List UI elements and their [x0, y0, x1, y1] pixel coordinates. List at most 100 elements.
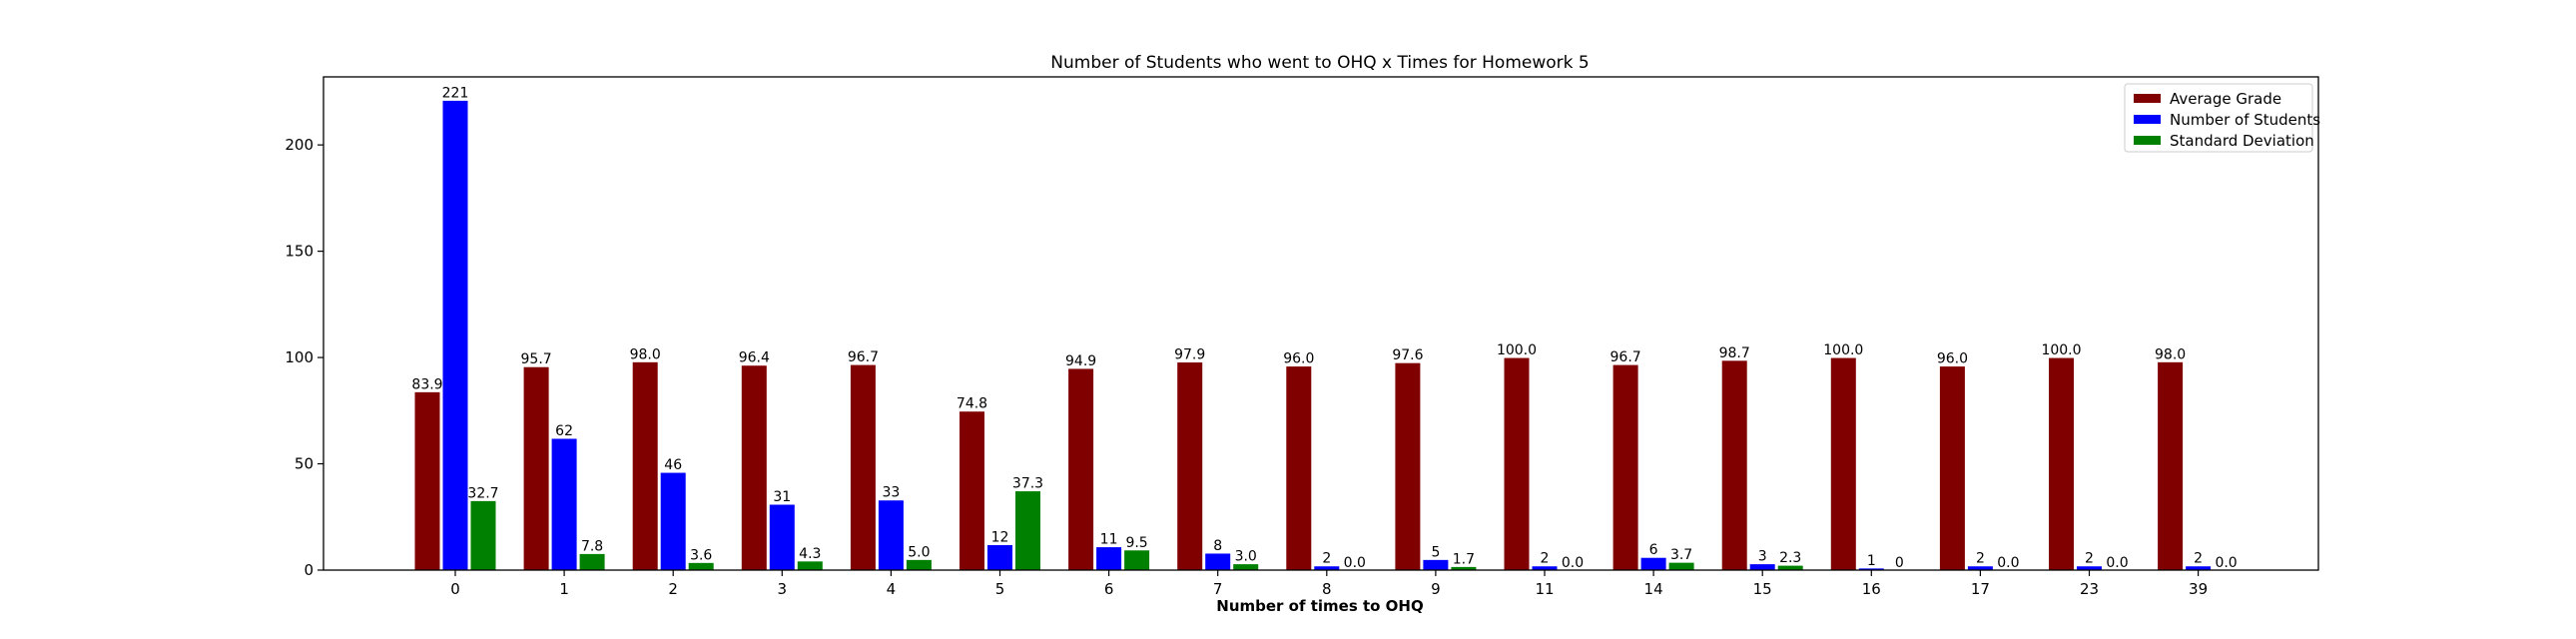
- x-tick-label: 6: [1104, 580, 1114, 598]
- bar-number-of-students: [877, 499, 905, 571]
- x-tick-label: 39: [2189, 580, 2208, 598]
- x-tick-label: 9: [1431, 580, 1441, 598]
- y-tick-label: 0: [304, 561, 314, 579]
- bar-number-of-students: [1204, 552, 1232, 571]
- bar-value-label: 1.7: [1453, 551, 1475, 567]
- bar-average-grade: [1176, 361, 1204, 571]
- bar-value-label: 5: [1431, 544, 1440, 560]
- x-axis-label: Number of times to OHQ: [1216, 597, 1423, 615]
- legend-box: [2124, 83, 2313, 153]
- bar-value-label: 3.7: [1670, 547, 1692, 563]
- bar-value-label: 0: [1895, 555, 1904, 571]
- bar-number-of-students: [768, 503, 796, 571]
- bar-value-label: 37.3: [1012, 476, 1043, 492]
- bar-value-label: 31: [773, 489, 791, 505]
- bar-average-grade: [959, 410, 985, 571]
- bar-number-of-students: [550, 437, 578, 571]
- bar-value-label: 96.7: [1610, 349, 1641, 365]
- bar-standard-deviation: [1123, 549, 1151, 571]
- bar-value-label: 5.0: [908, 544, 930, 560]
- bar-value-label: 3: [1758, 549, 1767, 565]
- bar-number-of-students: [659, 471, 687, 571]
- legend-entry: Standard Deviation: [2170, 132, 2314, 150]
- x-tick-label: 7: [1213, 580, 1223, 598]
- bar-average-grade: [1067, 367, 1095, 571]
- y-tick-label: 150: [285, 243, 314, 261]
- bar-value-label: 83.9: [411, 376, 442, 392]
- x-tick-label: 3: [778, 580, 788, 598]
- bar-value-label: 0.0: [1562, 555, 1584, 571]
- bar-standard-deviation: [687, 561, 715, 571]
- bar-average-grade: [2048, 356, 2075, 571]
- bar-average-grade: [1394, 361, 1422, 571]
- bar-standard-deviation: [469, 499, 497, 571]
- bar-average-grade: [631, 360, 659, 571]
- bar-value-label: 33: [882, 485, 900, 501]
- bar-value-label: 2: [1322, 551, 1331, 567]
- bar-value-label: 62: [555, 423, 573, 439]
- plot-frame: [322, 76, 2319, 571]
- bar-standard-deviation: [1014, 490, 1041, 571]
- bar-value-label: 3.0: [1235, 549, 1257, 565]
- bar-value-label: 2: [2194, 551, 2203, 567]
- bar-average-grade: [2157, 360, 2185, 571]
- bar-number-of-students: [986, 543, 1013, 571]
- x-tick-label: 17: [1971, 580, 1990, 598]
- bar-value-label: 1: [1867, 553, 1876, 569]
- legend-entry: Average Grade: [2170, 90, 2281, 108]
- bar-value-label: 97.9: [1174, 347, 1205, 363]
- bar-value-label: 96.4: [739, 350, 770, 366]
- x-tick-label: 11: [1535, 580, 1554, 598]
- bar-standard-deviation: [796, 560, 824, 571]
- bar-value-label: 97.6: [1392, 347, 1423, 363]
- legend-swatch: [2134, 94, 2161, 103]
- bar-value-label: 4.3: [799, 546, 821, 562]
- x-tick-label: 2: [668, 580, 678, 598]
- y-axis: 0 50 100 150 200: [285, 136, 323, 579]
- legend-swatch: [2134, 136, 2161, 145]
- x-tick-label: 1: [559, 580, 569, 598]
- bar-value-label: 98.0: [630, 346, 661, 362]
- y-tick-label: 200: [285, 136, 314, 154]
- bar-average-grade: [849, 363, 877, 571]
- bar-number-of-students: [441, 99, 469, 571]
- x-tick-label: 5: [995, 580, 1005, 598]
- bar-average-grade: [1829, 356, 1857, 571]
- bar-average-grade: [740, 364, 768, 571]
- x-axis: 0 1 2 3 4 5 6 7 8 9 11 14 15 16 17 23 39: [450, 570, 2208, 598]
- bar-average-grade: [1503, 356, 1531, 571]
- legend-swatch: [2134, 115, 2161, 124]
- bar-value-label: 9.5: [1125, 535, 1147, 551]
- bar-value-label: 74.8: [957, 396, 987, 412]
- bar-standard-deviation: [578, 552, 606, 571]
- x-tick-label: 4: [887, 580, 897, 598]
- bar-value-label: 2: [1541, 551, 1550, 567]
- bar-value-label: 0.0: [1997, 555, 2019, 571]
- legend-entry: Number of Students: [2170, 111, 2320, 129]
- x-tick-label: 23: [2080, 580, 2099, 598]
- bar-number-of-students: [1422, 558, 1450, 571]
- x-tick-label: 15: [1753, 580, 1772, 598]
- legend: Average Grade Number of Students Standard …: [2124, 83, 2320, 153]
- bar-value-label: 96.7: [848, 349, 879, 365]
- chart-title: Number of Students who went to OHQ x Tim…: [1050, 53, 1589, 73]
- bar-value-label: 94.9: [1065, 353, 1096, 369]
- bar-value-label: 0.0: [2215, 555, 2237, 571]
- bar-value-label: 32.7: [467, 485, 498, 501]
- bar-average-grade: [413, 390, 441, 571]
- bar-average-grade: [1938, 365, 1966, 571]
- bar-value-label: 7.8: [581, 538, 603, 554]
- bar-value-label: 2: [1976, 551, 1985, 567]
- bar-value-label: 96.0: [1937, 351, 1968, 367]
- bar-value-label: 3.6: [690, 547, 712, 563]
- y-tick-label: 50: [295, 455, 314, 473]
- bar-value-label: 221: [442, 85, 469, 101]
- bar-value-label: 98.0: [2155, 346, 2186, 362]
- bar-value-label: 2.3: [1779, 550, 1801, 566]
- bar-value-label: 8: [1213, 538, 1222, 554]
- bar-average-grade: [522, 365, 550, 571]
- y-tick-label: 100: [285, 348, 314, 366]
- bar-number-of-students: [1095, 546, 1123, 571]
- bar-average-grade: [1285, 365, 1313, 571]
